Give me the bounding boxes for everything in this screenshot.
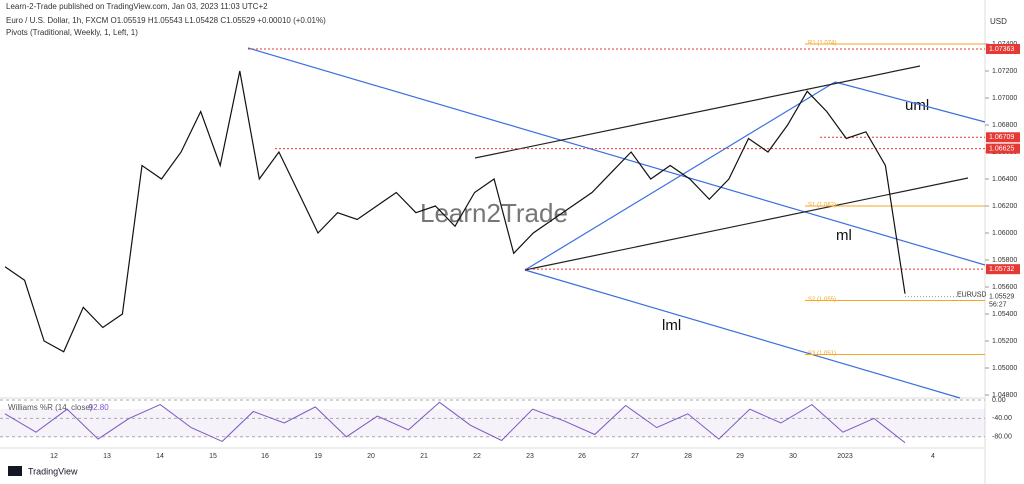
time-label: 4 bbox=[931, 453, 935, 460]
level-box bbox=[986, 143, 1020, 154]
pivot-label: S1 (1.062) bbox=[808, 203, 836, 209]
price-tick-label: 1.05600 bbox=[992, 284, 1017, 291]
pivot-label: S3 (1.051) bbox=[808, 351, 836, 357]
price-tick-label: 1.07000 bbox=[992, 95, 1017, 102]
median-line bbox=[247, 47, 986, 266]
price-tick-label: 1.04800 bbox=[992, 392, 1017, 399]
time-label: 20 bbox=[367, 453, 375, 460]
williams-tick-label: 0.00 bbox=[992, 397, 1006, 404]
level-label: 1.05732 bbox=[989, 266, 1014, 273]
current-symbol: EURUSD bbox=[957, 291, 987, 298]
pivot-label: S2 (1.055) bbox=[808, 297, 836, 303]
uml-label: uml bbox=[905, 97, 929, 114]
publisher: Learn-2-Trade published on TradingView.c… bbox=[6, 2, 268, 11]
current-label: 1.05529 bbox=[989, 293, 1014, 300]
williams-last: -92.80 bbox=[86, 403, 109, 412]
level-box bbox=[986, 132, 1020, 143]
time-label: 26 bbox=[578, 453, 586, 460]
ml-label: ml bbox=[836, 227, 852, 244]
price-line bbox=[4, 70, 906, 353]
time-label: 22 bbox=[473, 453, 481, 460]
indicator-info: Pivots (Traditional, Weekly, 1, Left, 1) bbox=[6, 28, 138, 37]
williams-band bbox=[0, 409, 985, 437]
level-box bbox=[986, 264, 1020, 275]
watermark: Learn2Trade bbox=[420, 198, 568, 228]
brand: TradingView bbox=[28, 466, 78, 476]
time-label: 14 bbox=[156, 453, 164, 460]
countdown: 56:27 bbox=[989, 301, 1007, 308]
williams-line bbox=[4, 401, 906, 444]
channel-lower bbox=[524, 177, 969, 271]
time-label: 28 bbox=[684, 453, 692, 460]
williams-tick-label: -80.00 bbox=[992, 434, 1012, 441]
tv-logo bbox=[8, 466, 22, 476]
time-label: 16 bbox=[261, 453, 269, 460]
time-label: 13 bbox=[103, 453, 111, 460]
channel-upper bbox=[474, 65, 921, 159]
time-label: 23 bbox=[526, 453, 534, 460]
time-label: 15 bbox=[209, 453, 217, 460]
price-tick-label: 1.07200 bbox=[992, 68, 1017, 75]
price-tick-label: 1.05200 bbox=[992, 338, 1017, 345]
trendlines bbox=[247, 47, 986, 399]
currency: USD bbox=[990, 17, 1007, 26]
level-label: 1.06625 bbox=[989, 145, 1014, 152]
time-label: 30 bbox=[789, 453, 797, 460]
price-tick-label: 1.06200 bbox=[992, 203, 1017, 210]
level-label: 1.07363 bbox=[989, 46, 1014, 53]
time-label: 21 bbox=[420, 453, 428, 460]
logo-mark bbox=[8, 466, 22, 476]
pitchfork-handle bbox=[524, 81, 836, 271]
price-tick-label: 1.06000 bbox=[992, 230, 1017, 237]
price-tick-label: 1.05000 bbox=[992, 365, 1017, 372]
time-label: 29 bbox=[736, 453, 744, 460]
price-tick-label: 1.06800 bbox=[992, 122, 1017, 129]
lml-label: lml bbox=[662, 317, 681, 334]
level-box bbox=[986, 43, 1020, 54]
price-tick-label: 1.05400 bbox=[992, 311, 1017, 318]
lower-line bbox=[524, 269, 961, 399]
williams-tick-label: -40.00 bbox=[992, 415, 1012, 422]
williams-title: Williams %R (14, close) bbox=[8, 403, 93, 412]
time-label: 19 bbox=[314, 453, 322, 460]
upper-line bbox=[834, 81, 986, 123]
symbol-info: Euro / U.S. Dollar, 1h, FXCM O1.05519 H1… bbox=[6, 16, 326, 25]
pivot-label: R1 (1.074) bbox=[808, 41, 836, 47]
time-label: 27 bbox=[631, 453, 639, 460]
current-box bbox=[986, 291, 1020, 310]
time-label: 12 bbox=[50, 453, 58, 460]
price-tick-label: 1.05800 bbox=[992, 257, 1017, 264]
price-tick-label: 1.06400 bbox=[992, 176, 1017, 183]
time-label: 2023 bbox=[837, 453, 853, 460]
level-label: 1.06709 bbox=[989, 134, 1014, 141]
